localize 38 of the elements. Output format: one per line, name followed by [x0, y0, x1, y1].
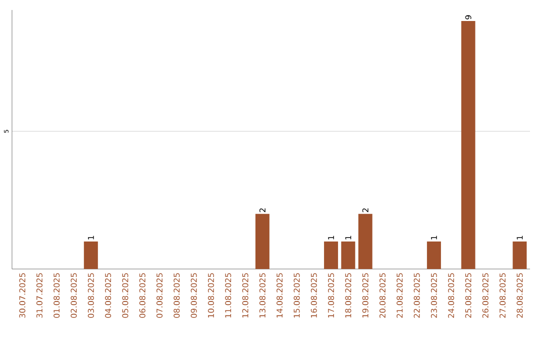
- x-tick-label: 02.08.2025: [70, 273, 77, 318]
- x-tick-label: 13.08.2025: [259, 273, 266, 318]
- x-tick-label: 18.08.2025: [345, 273, 352, 318]
- data-label: 9: [465, 15, 472, 20]
- data-label: 2: [362, 208, 368, 212]
- x-tick-label: 24.08.2025: [448, 273, 454, 318]
- data-label: 1: [88, 236, 94, 240]
- x-tick-label: 10.08.2025: [208, 273, 214, 318]
- x-tick-label: 03.08.2025: [88, 273, 94, 318]
- x-tick-label: 12.08.2025: [242, 273, 248, 318]
- x-tick-label: 11.08.2025: [225, 273, 232, 318]
- x-tick-label: 04.08.2025: [105, 273, 112, 318]
- x-tick-label: 19.08.2025: [362, 273, 368, 318]
- data-label: 1: [431, 236, 437, 240]
- x-tick-label: 31.07.2025: [36, 273, 42, 318]
- x-tick-label: 16.08.2025: [310, 273, 317, 318]
- x-tick-label: 01.08.2025: [54, 273, 60, 318]
- x-tick-label: 05.08.2025: [122, 273, 128, 318]
- x-tick-label: 22.08.2025: [414, 273, 420, 318]
- data-label: 1: [345, 236, 352, 240]
- x-tick-label: 25.08.2025: [465, 273, 472, 318]
- data-label: 1: [516, 236, 523, 240]
- x-tick-label: 07.08.2025: [156, 273, 163, 318]
- x-tick-label: 27.08.2025: [500, 273, 506, 318]
- x-tick-label: 30.07.2025: [19, 273, 26, 318]
- x-tick-label: 26.08.2025: [482, 273, 488, 318]
- x-tick-label: 17.08.2025: [328, 273, 334, 318]
- x-tick-label: 21.08.2025: [396, 273, 403, 318]
- x-tick-label: 08.08.2025: [174, 273, 180, 318]
- data-label: 1: [328, 236, 334, 240]
- x-tick-label: 23.08.2025: [430, 273, 437, 318]
- x-tick-label: 09.08.2025: [190, 273, 197, 318]
- x-tick-label: 06.08.2025: [139, 273, 146, 318]
- x-tick-label: 28.08.2025: [516, 273, 523, 318]
- data-label: 2: [259, 208, 266, 212]
- x-tick-label: 20.08.2025: [379, 273, 386, 318]
- x-tick-label: 14.08.2025: [276, 273, 283, 318]
- x-tick-label: 15.08.2025: [294, 273, 300, 318]
